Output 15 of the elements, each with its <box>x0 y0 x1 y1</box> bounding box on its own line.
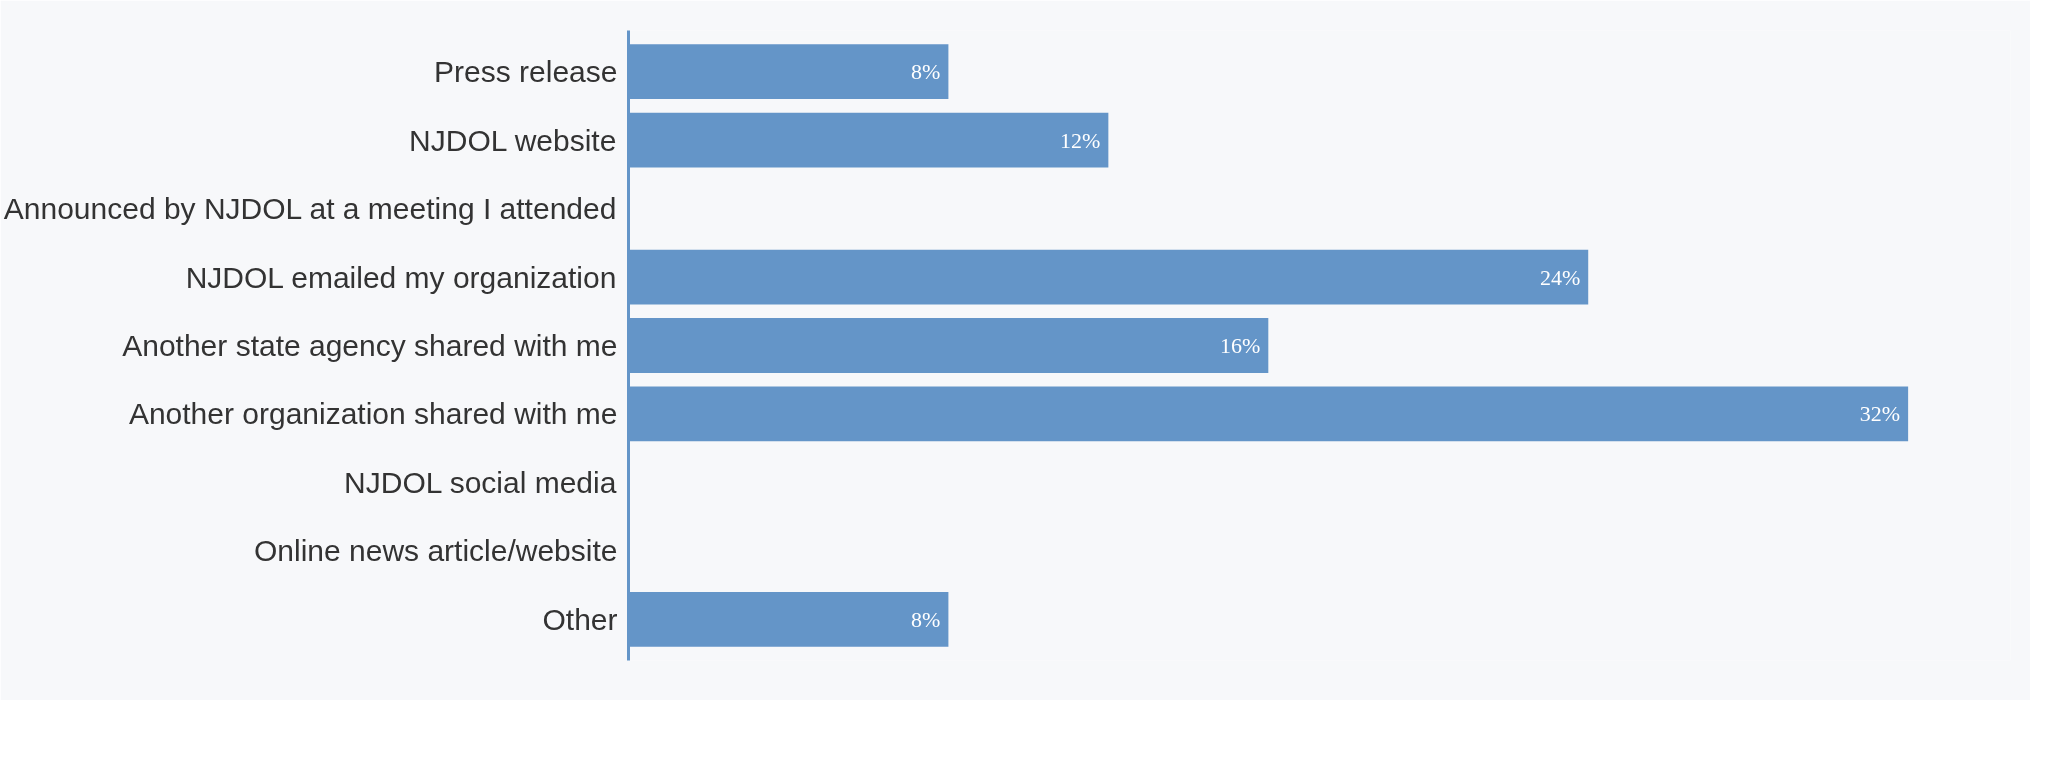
y-tick-label: NJDOL website <box>409 123 617 157</box>
y-tick-label: NJDOL social media <box>344 465 617 499</box>
y-tick-label: Press release <box>434 55 618 89</box>
data-label: 32% <box>1859 401 1901 427</box>
y-tick-label: Other <box>542 602 618 636</box>
data-label: 16% <box>1219 333 1261 358</box>
y-tick-label: Announced by NJDOL at a meeting I attended <box>3 192 617 226</box>
y-tick-label: Online news article/website <box>254 534 618 568</box>
data-label: 8% <box>911 59 941 85</box>
data-label: 24% <box>1539 264 1581 290</box>
data-label: 12% <box>1060 127 1101 153</box>
y-tick-label: Another organization shared with me <box>128 397 618 431</box>
y-tick-label: Another state agency shared with me <box>122 329 618 362</box>
y-tick-label: NJDOL emailed my organization <box>185 260 617 294</box>
data-label: 8% <box>911 606 941 632</box>
